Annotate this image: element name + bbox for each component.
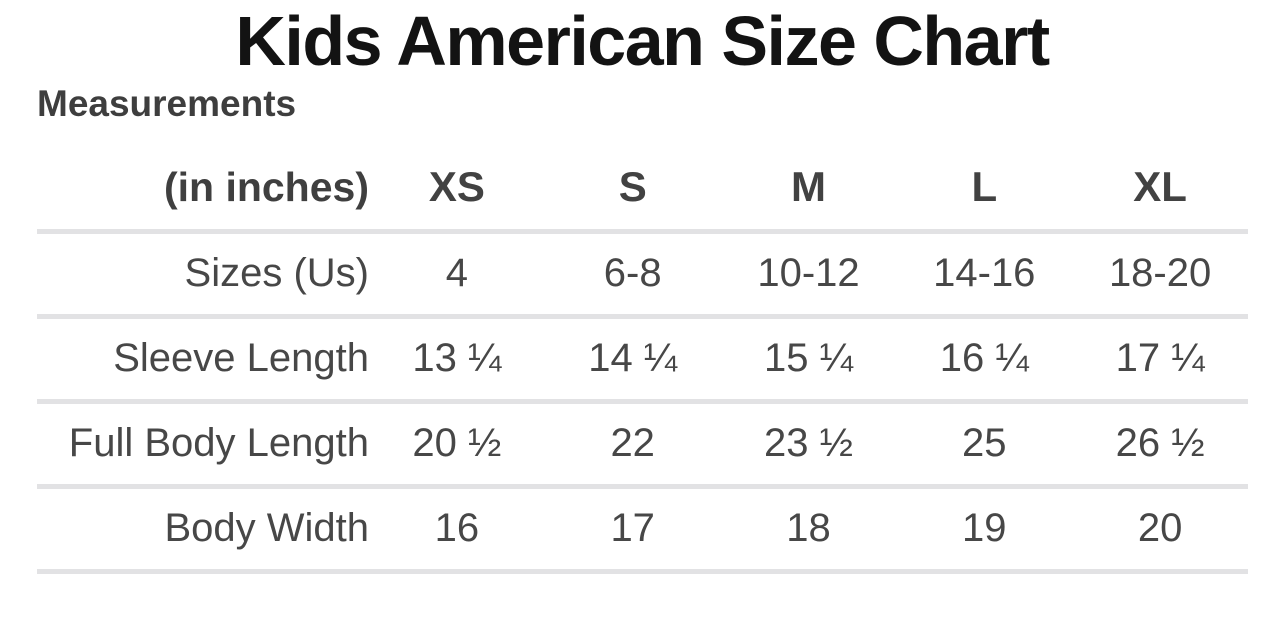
table-cell: 14-16	[933, 251, 1036, 295]
table-cell: 16 ¼	[939, 336, 1029, 380]
table-cell: 18	[786, 506, 831, 550]
table-row-sizes-us: Sizes (Us) 4 6-8 10-12 14-16 18-20	[37, 231, 1248, 316]
header-row: (in inches) XS S M L XL	[37, 146, 1248, 231]
size-chart-table: (in inches) XS S M L XL Sizes (Us) 4 6-8…	[37, 146, 1248, 574]
table-cell: 18-20	[1108, 251, 1212, 295]
table-cell: 4	[445, 251, 469, 295]
row-label-body-width: Body Width	[164, 506, 369, 550]
table-row-body-width: Body Width 16 17 18 19 20	[37, 486, 1248, 571]
column-header-m: M	[790, 163, 826, 211]
table-cell: 13 ¼	[412, 336, 502, 380]
table-cell: 25	[962, 421, 1007, 465]
table-cell: 26 ½	[1115, 421, 1205, 465]
table-cell: 17	[610, 506, 655, 550]
table-cell: 6-8	[603, 251, 662, 295]
table-cell: 19	[962, 506, 1007, 550]
table-cell: 22	[610, 421, 655, 465]
column-header-l: L	[971, 163, 998, 211]
table-cell: 16	[434, 506, 480, 550]
table-row-full-body-length: Full Body Length 20 ½ 22 23 ½ 25 26 ½	[37, 401, 1248, 486]
row-label-sizes-us: Sizes (Us)	[184, 251, 369, 295]
section-heading: Measurements	[37, 83, 297, 124]
table-cell: 10-12	[757, 251, 860, 295]
table-row-sleeve-length: Sleeve Length 13 ¼ 14 ¼ 15 ¼ 16 ¼ 17 ¼	[37, 316, 1248, 401]
page-title: Kids American Size Chart	[235, 2, 1050, 80]
table-cell: 23 ½	[764, 421, 853, 465]
column-header-xl: XL	[1133, 163, 1187, 211]
row-label-sleeve-length: Sleeve Length	[113, 336, 369, 380]
unit-label: (in inches)	[163, 163, 369, 210]
table-cell: 17 ¼	[1115, 336, 1205, 380]
column-header-s: S	[618, 163, 647, 211]
table-cell: 14 ¼	[588, 336, 678, 380]
row-label-full-body-length: Full Body Length	[68, 421, 369, 465]
column-header-xs: XS	[428, 163, 485, 211]
table-cell: 20	[1137, 506, 1183, 550]
table-cell: 15 ¼	[764, 336, 853, 380]
table-cell: 20 ½	[412, 421, 502, 465]
